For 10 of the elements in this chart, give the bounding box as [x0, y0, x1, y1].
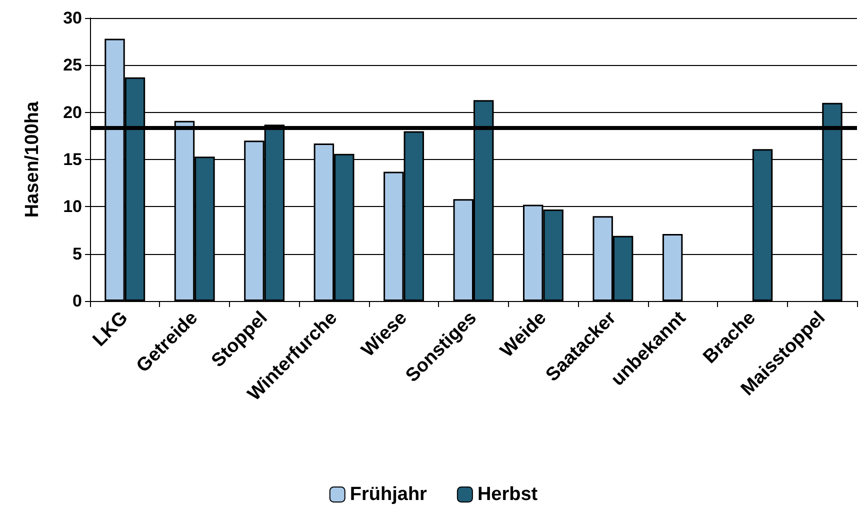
y-tick-label: 25 — [63, 56, 82, 75]
y-tick-label: 30 — [63, 8, 82, 28]
y-tick-label: 5 — [72, 244, 82, 264]
y-axis-title: Hasen/100ha — [22, 100, 43, 218]
y-tick-label: 15 — [63, 150, 82, 169]
y-tick-label: 20 — [63, 102, 82, 122]
legend-label: Frühjahr — [350, 484, 428, 505]
y-tick-label: 0 — [72, 292, 82, 310]
legend-label: Herbst — [477, 484, 538, 505]
y-tick-label: 10 — [63, 197, 82, 216]
